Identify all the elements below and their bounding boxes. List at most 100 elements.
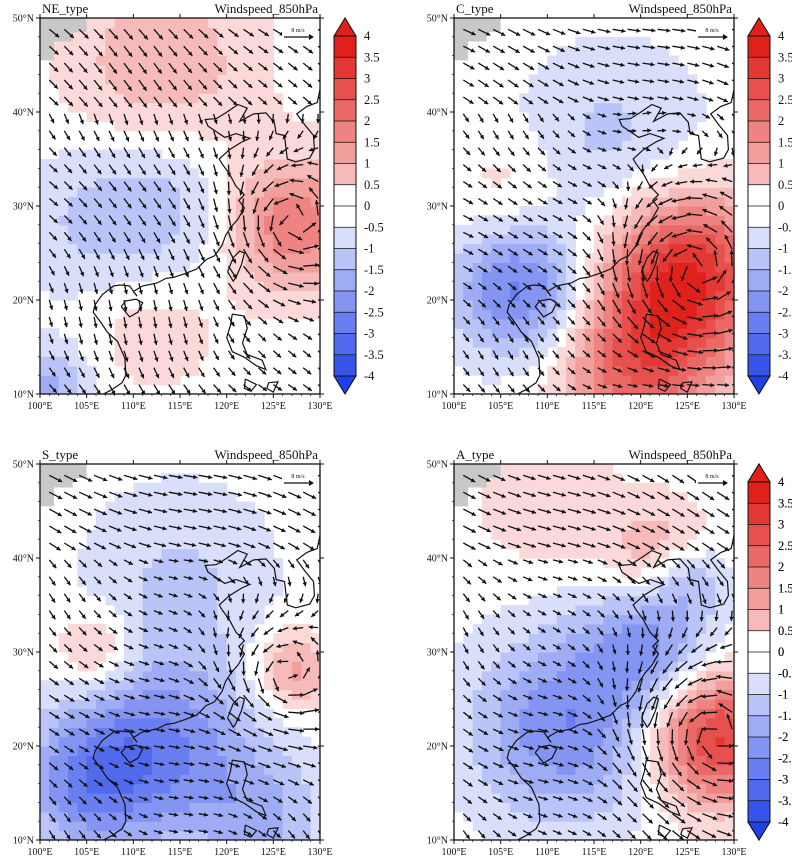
field-cell [585,103,595,113]
field-cell [273,225,283,235]
field-cell [566,225,576,235]
field-cell [725,356,735,366]
field-cell [585,802,595,812]
field-cell [161,187,171,197]
field-cell [501,652,511,662]
field-cell [585,84,595,94]
field-cell [311,643,321,653]
field-cell [292,661,302,671]
field-cell [501,633,511,643]
field-cell [725,802,735,812]
colorbar-label: 2.5 [364,93,380,107]
field-cell [725,821,735,831]
field-cell [510,699,520,709]
field-cell [161,27,171,37]
field-cell [264,37,274,47]
field-cell [519,821,529,831]
field-cell [40,328,50,338]
field-cell [105,699,115,709]
field-cell [557,549,567,559]
field-cell [529,671,539,681]
field-cell [603,37,613,47]
field-cell [273,140,283,150]
field-cell [273,812,283,822]
field-cell [115,502,125,512]
field-cell [283,774,293,784]
field-cell [189,328,199,338]
field-cell [301,272,311,282]
field-cell [255,103,265,113]
field-cell [208,84,218,94]
field-cell [547,812,557,822]
field-cell [491,291,501,301]
field-cell [566,802,576,812]
field-cell [217,121,227,131]
field-cell [706,718,716,728]
field-cell [557,661,567,671]
field-cell [687,168,697,178]
field-cell [669,319,679,329]
field-cell [68,281,78,291]
field-cell [519,680,529,690]
field-cell [697,262,707,272]
field-cell [557,291,567,301]
field-cell [501,244,511,254]
field-cell [49,737,59,747]
field-cell [180,737,190,747]
field-cell [529,291,539,301]
field-cell [273,802,283,812]
field-cell [706,708,716,718]
field-cell [171,159,181,169]
field-cell [557,187,567,197]
field-cell [678,605,688,615]
field-cell [519,614,529,624]
field-cell [650,187,660,197]
field-cell [473,802,483,812]
field-cell [575,159,585,169]
field-cell [463,690,473,700]
field-cell [585,338,595,348]
field-cell [133,225,143,235]
field-cell [697,774,707,784]
field-cell [171,821,181,831]
field-cell [575,492,585,502]
field-cell [273,112,283,122]
field-cell [659,624,669,634]
colorbar-label: 3 [364,72,370,86]
field-cell [622,690,632,700]
field-cell [40,347,50,357]
field-cell [105,690,115,700]
field-cell [245,690,255,700]
field-cell [594,37,604,47]
field-cell [208,802,218,812]
field-cell [669,567,679,577]
field-cell [697,338,707,348]
field-cell [669,328,679,338]
field-cell [171,727,181,737]
field-cell [473,774,483,784]
field-cell [255,520,265,530]
field-cell [227,661,237,671]
field-cell [501,718,511,728]
field-cell [454,253,464,263]
field-cell [96,718,106,728]
field-cell [189,18,199,28]
field-cell [557,309,567,319]
field-cell [236,150,246,160]
field-cell [255,784,265,794]
field-cell [725,300,735,310]
field-cell [292,755,302,765]
field-cell [143,338,153,348]
field-cell [538,103,548,113]
field-cell [510,464,520,474]
field-cell [566,821,576,831]
field-cell [283,187,293,197]
field-cell [208,737,218,747]
field-cell [547,699,557,709]
field-cell [538,699,548,709]
field-cell [171,765,181,775]
field-cell [68,385,78,395]
field-cell [603,502,613,512]
field-cell [557,765,567,775]
field-cell [301,737,311,747]
